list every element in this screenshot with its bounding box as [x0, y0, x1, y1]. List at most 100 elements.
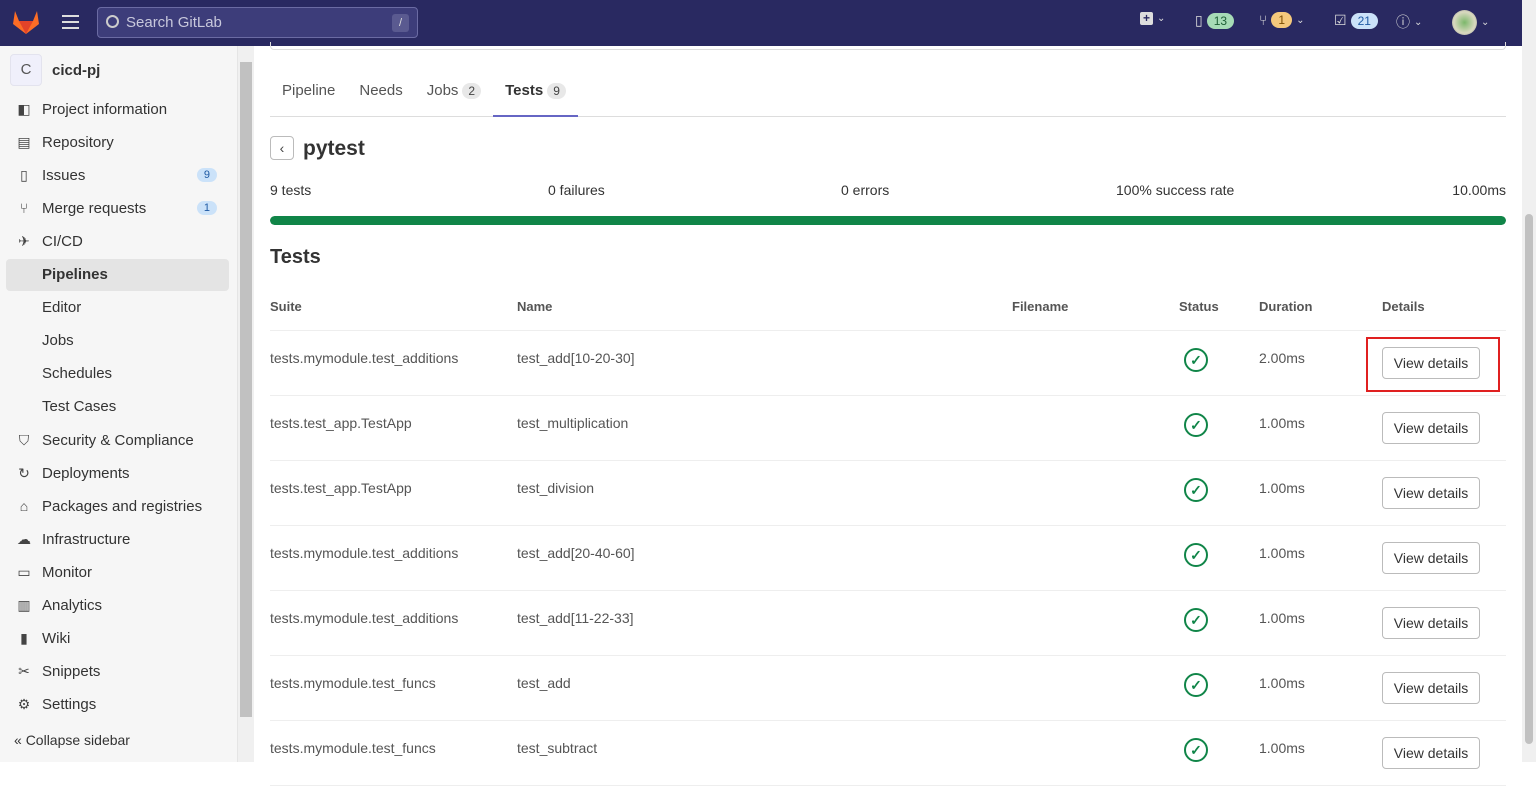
help-button[interactable]: ⓘ ⌄ [1396, 12, 1422, 32]
tab-tests[interactable]: Tests 9 [493, 72, 578, 117]
sidebar-item-ci-cd[interactable]: ✈ CI/CD [6, 225, 229, 257]
issues-button[interactable]: ▯ 13 [1195, 12, 1235, 29]
monitor-icon: ▭ [17, 563, 31, 580]
back-button[interactable]: ‹ [270, 136, 294, 160]
duration-cell: 1.00ms [1259, 545, 1305, 561]
sidebar-item-jobs[interactable]: Jobs [6, 325, 229, 357]
errors-count: 0 errors [841, 182, 890, 198]
col-status: Status [1179, 299, 1219, 314]
view-details-button[interactable]: View details [1382, 607, 1480, 639]
new-dropdown-button[interactable]: + ⌄ [1140, 12, 1165, 25]
sidebar-item-issues[interactable]: ▯ Issues 9 [6, 159, 229, 191]
todos-count: 21 [1350, 12, 1378, 29]
tab-label: Tests [505, 82, 544, 99]
search-input[interactable]: Search GitLab / [97, 7, 418, 38]
suite-cell: tests.mymodule.test_funcs [270, 675, 436, 691]
sidebar-item-label: Wiki [42, 630, 71, 648]
pipeline-header-card [270, 42, 1506, 50]
merge-request-icon: ⑂ [19, 200, 29, 217]
user-menu-button[interactable]: ⌄ [1452, 10, 1489, 35]
chevron-down-icon: ⌄ [1296, 14, 1305, 26]
sidebar-item-editor[interactable]: Editor [6, 292, 229, 324]
success-check-icon: ✓ [1184, 413, 1208, 437]
view-details-button[interactable]: View details [1382, 347, 1480, 379]
info-icon: ◧ [17, 100, 31, 117]
sidebar-item-label: CI/CD [42, 232, 83, 250]
issues-icon: ▯ [1195, 12, 1203, 28]
sidebar-item-wiki[interactable]: ▮ Wiki [6, 623, 229, 655]
table-row: tests.mymodule.test_funcs test_add ✓ 1.0… [270, 656, 1506, 721]
tab-needs[interactable]: Needs [347, 72, 414, 117]
sidebar-item-monitor[interactable]: ▭ Monitor [6, 556, 229, 588]
mr-count: 1 [1271, 12, 1293, 28]
sidebar-item-label: Repository [42, 133, 114, 151]
suite-duration: 10.00ms [1452, 182, 1506, 198]
plus-square-icon: + [1140, 12, 1153, 25]
sidebar-item-security-compliance[interactable]: ⛉ Security & Compliance [6, 424, 229, 456]
sidebar-item-label: Deployments [42, 464, 130, 482]
todo-check-icon: ☑ [1334, 12, 1347, 28]
sidebar-item-repository[interactable]: ▤ Repository [6, 126, 229, 158]
table-row: tests.test_app.TestApp test_division ✓ 1… [270, 461, 1506, 526]
collapse-sidebar-label: Collapse sidebar [25, 732, 130, 748]
sidebar-item-label: Schedules [42, 365, 113, 383]
suite-cell: tests.test_app.TestApp [270, 415, 412, 431]
main-content: Pipeline Needs Jobs 2 Tests 9 ‹ pytest 9 test… [254, 42, 1522, 786]
merge-request-icon: ⑂ [1259, 12, 1268, 28]
table-row: tests.mymodule.test_additions test_add[1… [270, 591, 1506, 656]
view-details-button[interactable]: View details [1382, 737, 1480, 769]
sidebar-item-label: Snippets [42, 663, 101, 681]
sidebar-item-label: Test Cases [42, 398, 117, 416]
duration-cell: 1.00ms [1259, 480, 1305, 496]
sidebar-item-analytics[interactable]: ▥ Analytics [6, 590, 229, 622]
view-details-button[interactable]: View details [1382, 672, 1480, 704]
collapse-sidebar-button[interactable]: « Collapse sidebar [14, 732, 130, 748]
menu-icon[interactable] [62, 15, 79, 33]
sidebar-item-packages-and-registries[interactable]: ⌂ Packages and registries [6, 490, 229, 522]
sidebar-item-label: Monitor [42, 563, 93, 581]
document-icon: ▤ [17, 133, 31, 150]
tests-table: Suite Name Filename Status Duration Deta… [270, 290, 1506, 786]
sidebar-item-label: Settings [42, 696, 97, 714]
table-row: tests.mymodule.test_additions test_add[1… [270, 331, 1506, 396]
sidebar-item-settings[interactable]: ⚙ Settings [6, 689, 229, 721]
suite-cell: tests.mymodule.test_additions [270, 610, 459, 626]
sidebar-item-merge-requests[interactable]: ⑂ Merge requests 1 [6, 192, 229, 224]
sidebar-item-label: Jobs [42, 332, 74, 350]
tab-pipeline[interactable]: Pipeline [270, 72, 347, 117]
name-cell: test_subtract [517, 740, 598, 756]
sidebar-item-pipelines[interactable]: Pipelines [6, 258, 229, 291]
todos-button[interactable]: ☑ 21 [1334, 12, 1378, 29]
sidebar-scrollbar[interactable] [238, 46, 254, 762]
tab-label: Jobs [426, 82, 459, 99]
tab-count: 2 [462, 83, 482, 99]
sidebar-item-schedules[interactable]: Schedules [6, 358, 229, 390]
sidebar-item-label: Pipelines [42, 266, 108, 283]
sidebar-item-label: Infrastructure [42, 530, 131, 548]
sidebar-item-label: Analytics [42, 597, 103, 614]
sidebar-item-project-information[interactable]: ◧ Project information [6, 93, 229, 125]
view-details-button[interactable]: View details [1382, 412, 1480, 444]
duration-cell: 2.00ms [1259, 350, 1305, 366]
merge-requests-button[interactable]: ⑂ 1 ⌄ [1259, 12, 1304, 28]
sidebar-item-snippets[interactable]: ✂ Snippets [6, 656, 229, 688]
tab-jobs[interactable]: Jobs 2 [415, 72, 493, 117]
sidebar-item-infrastructure[interactable]: ☁ Infrastructure [6, 523, 229, 555]
package-icon: ⌂ [19, 498, 29, 515]
gitlab-logo-icon[interactable] [12, 9, 40, 35]
sidebar-item-deployments[interactable]: ↻ Deployments [6, 457, 229, 489]
avatar [1452, 10, 1477, 35]
col-filename: Filename [1012, 299, 1069, 314]
table-row: tests.mymodule.test_additions test_add[2… [270, 526, 1506, 591]
sidebar-item-test-cases[interactable]: Test Cases [6, 391, 229, 423]
suite-cell: tests.mymodule.test_additions [270, 350, 459, 366]
view-details-button[interactable]: View details [1382, 477, 1480, 509]
project-avatar: C [10, 54, 42, 86]
success-check-icon: ✓ [1184, 478, 1208, 502]
page-scrollbar[interactable] [1522, 0, 1536, 762]
view-details-button[interactable]: View details [1382, 542, 1480, 574]
col-name: Name [517, 299, 553, 314]
sidebar-item-label: Editor [42, 299, 82, 317]
